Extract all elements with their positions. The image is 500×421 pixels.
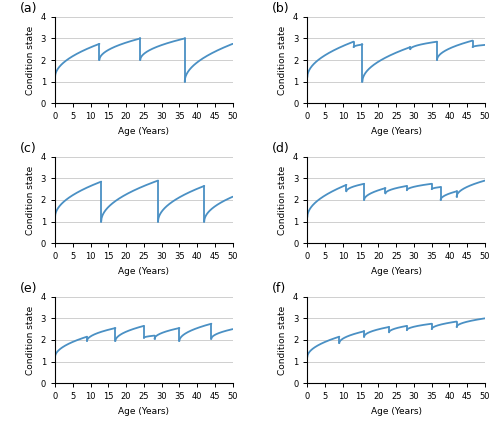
Text: (d): (d)	[272, 142, 289, 155]
X-axis label: Age (Years): Age (Years)	[118, 267, 170, 276]
Y-axis label: Condition state: Condition state	[278, 25, 287, 95]
X-axis label: Age (Years): Age (Years)	[118, 127, 170, 136]
X-axis label: Age (Years): Age (Years)	[370, 267, 422, 276]
Text: (f): (f)	[272, 282, 286, 295]
Y-axis label: Condition state: Condition state	[278, 165, 287, 234]
Y-axis label: Condition state: Condition state	[26, 165, 35, 234]
Text: (c): (c)	[20, 142, 36, 155]
Text: (b): (b)	[272, 2, 289, 15]
Y-axis label: Condition state: Condition state	[278, 305, 287, 375]
Text: (e): (e)	[20, 282, 37, 295]
X-axis label: Age (Years): Age (Years)	[118, 407, 170, 416]
X-axis label: Age (Years): Age (Years)	[370, 407, 422, 416]
Y-axis label: Condition state: Condition state	[26, 305, 35, 375]
Text: (a): (a)	[20, 2, 37, 15]
X-axis label: Age (Years): Age (Years)	[370, 127, 422, 136]
Y-axis label: Condition state: Condition state	[26, 25, 35, 95]
